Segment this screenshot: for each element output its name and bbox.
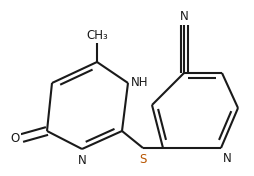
Text: N: N [78,154,86,167]
Text: S: S [139,153,147,166]
Text: CH₃: CH₃ [86,29,108,42]
Text: NH: NH [131,77,149,90]
Text: O: O [11,131,20,144]
Text: N: N [223,152,232,165]
Text: N: N [180,10,188,23]
